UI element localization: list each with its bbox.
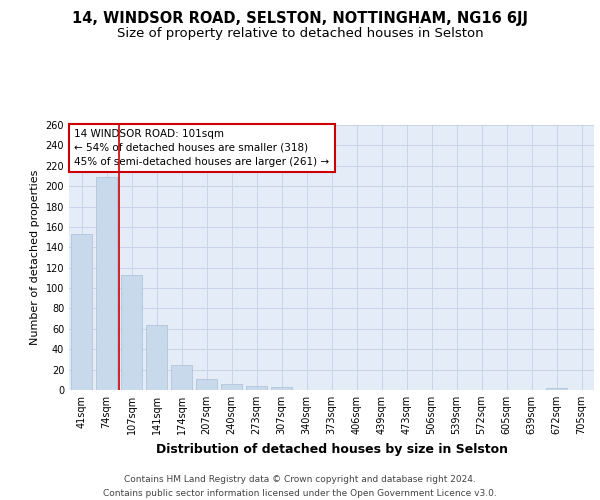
X-axis label: Distribution of detached houses by size in Selston: Distribution of detached houses by size …: [155, 442, 508, 456]
Bar: [146, 325, 167, 390]
Bar: [221, 384, 242, 390]
Bar: [96, 177, 117, 390]
Bar: [171, 364, 192, 390]
Bar: [71, 234, 92, 390]
Text: Contains HM Land Registry data © Crown copyright and database right 2024.
Contai: Contains HM Land Registry data © Crown c…: [103, 476, 497, 498]
Text: 14, WINDSOR ROAD, SELSTON, NOTTINGHAM, NG16 6JJ: 14, WINDSOR ROAD, SELSTON, NOTTINGHAM, N…: [72, 11, 528, 26]
Bar: [271, 387, 292, 390]
Bar: [196, 379, 217, 390]
Text: 14 WINDSOR ROAD: 101sqm
← 54% of detached houses are smaller (318)
45% of semi-d: 14 WINDSOR ROAD: 101sqm ← 54% of detache…: [74, 129, 329, 167]
Text: Size of property relative to detached houses in Selston: Size of property relative to detached ho…: [116, 28, 484, 40]
Bar: [546, 388, 567, 390]
Y-axis label: Number of detached properties: Number of detached properties: [30, 170, 40, 345]
Bar: [121, 275, 142, 390]
Bar: [246, 386, 267, 390]
